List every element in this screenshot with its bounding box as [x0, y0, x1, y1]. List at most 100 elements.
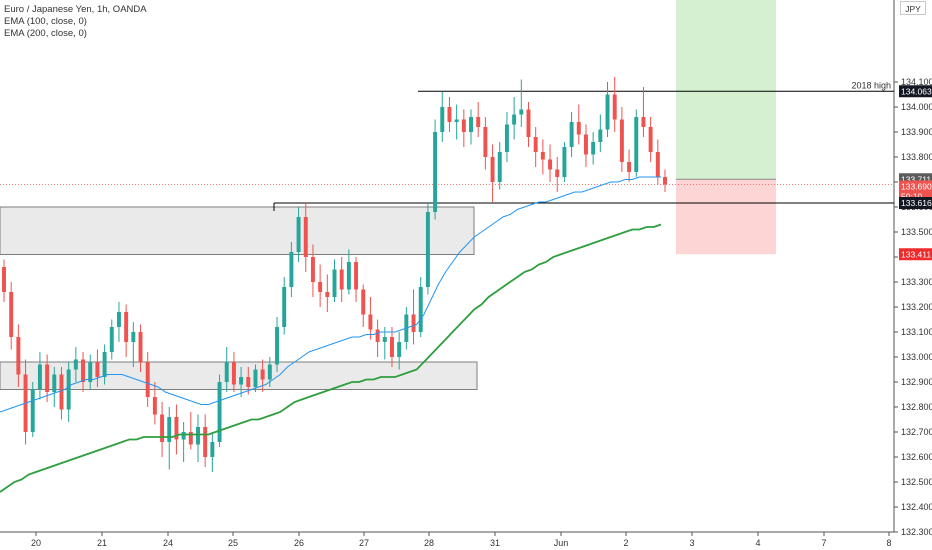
stop-loss-zone — [676, 179, 776, 255]
candle-body — [145, 362, 150, 397]
candle-body — [217, 382, 222, 442]
y-tick-label: 132.300 — [901, 527, 932, 537]
candle-body — [361, 289, 366, 315]
candle-body — [95, 362, 100, 377]
ema100-legend: EMA (100, close, 0) — [4, 16, 87, 27]
candle-body — [497, 152, 502, 182]
x-tick-label: 28 — [424, 538, 434, 548]
x-tick-label: Jun — [554, 538, 569, 548]
tag-stop: 133.411 — [901, 249, 931, 259]
candle-body — [303, 217, 308, 257]
high-2018-label: 2018 high — [851, 80, 891, 90]
x-tick-label: 3 — [689, 538, 694, 548]
candle-body — [196, 427, 200, 445]
candle-body — [289, 252, 294, 287]
candle-body — [605, 94, 610, 130]
tag-support: 133.616 — [901, 198, 932, 208]
candle-body — [548, 159, 553, 170]
candle-body — [619, 119, 624, 162]
tag-current: 133.690 — [901, 182, 932, 192]
candle-body — [9, 292, 14, 337]
candle-body — [648, 127, 653, 152]
ema200-line — [0, 223, 662, 493]
candle-body — [81, 359, 86, 382]
y-tick-label: 133.200 — [901, 302, 932, 312]
y-tick-label: 132.800 — [901, 402, 932, 412]
y-tick-label: 133.000 — [901, 352, 932, 362]
x-tick-label: 2 — [623, 538, 628, 548]
candle-body — [131, 332, 136, 342]
candle-body — [533, 137, 538, 152]
candle-body — [88, 362, 93, 382]
x-tick-label: 25 — [228, 538, 238, 548]
candle-body — [627, 162, 632, 172]
candle-body — [591, 142, 596, 155]
candle-body — [411, 314, 416, 332]
candle-body — [181, 432, 186, 440]
candle-body — [267, 364, 272, 380]
candle-body — [210, 442, 215, 457]
candle-body — [454, 119, 459, 122]
candle-body — [663, 177, 667, 185]
candle-body — [569, 122, 574, 147]
candle-body — [167, 417, 172, 442]
candle-body — [382, 337, 387, 342]
candle-body — [346, 262, 351, 290]
candle-body — [59, 374, 64, 410]
tag-support-bg — [899, 197, 932, 209]
chart-legend: Euro / Japanese Yen, 1h, OANDA EMA (100,… — [4, 4, 147, 40]
candle-body — [16, 337, 21, 375]
candle-body — [152, 397, 157, 415]
candle-body — [476, 117, 481, 127]
y-tick-label: 134.100 — [901, 77, 932, 87]
ema200-legend: EMA (200, close, 0) — [4, 28, 87, 39]
candle-body — [260, 369, 265, 380]
y-tick-label: 133.500 — [901, 227, 932, 237]
candle-body — [332, 269, 337, 297]
candle-body — [239, 377, 244, 385]
candle-body — [318, 282, 323, 292]
y-tick-label: 133.900 — [901, 127, 932, 137]
candle-body — [641, 117, 646, 127]
supply-demand-zone — [0, 206, 475, 255]
candle-body — [116, 312, 121, 327]
tag-stop-bg — [899, 248, 932, 261]
tag-high: 134.063 — [901, 86, 932, 96]
candle-body — [418, 287, 423, 332]
candle-body — [425, 212, 430, 287]
ema100-line — [0, 176, 661, 413]
x-tick-label: 31 — [490, 538, 500, 548]
x-tick-label: 20 — [31, 538, 41, 548]
candle-body — [224, 362, 229, 382]
candle-body — [231, 362, 236, 385]
x-tick-label: 26 — [294, 538, 304, 548]
candle-body — [52, 374, 57, 392]
y-tick-label: 133.800 — [901, 152, 932, 162]
candle-body — [45, 364, 50, 392]
candle-body — [109, 327, 114, 352]
candle-body — [447, 107, 452, 122]
candle-body — [310, 257, 315, 282]
y-tick-label: 132.400 — [901, 502, 932, 512]
candle-body — [253, 369, 258, 387]
x-tick-label: 21 — [97, 538, 107, 548]
currency-selector[interactable]: JPY — [900, 1, 926, 15]
candle-body — [519, 109, 524, 115]
candle-body — [325, 292, 330, 297]
candle-body — [37, 364, 42, 390]
y-tick-label: 132.700 — [901, 427, 932, 437]
candle-body — [555, 169, 560, 177]
candle-body — [354, 262, 359, 290]
candle-body — [368, 314, 373, 330]
candle-body — [138, 332, 143, 362]
candle-body — [504, 124, 509, 152]
candle-body — [433, 132, 438, 212]
candle-body — [339, 269, 344, 290]
candle-body — [2, 267, 6, 292]
candle-body — [540, 152, 545, 160]
candle-body — [612, 94, 617, 120]
candle-body — [390, 337, 394, 357]
x-tick-label: 7 — [821, 538, 826, 548]
